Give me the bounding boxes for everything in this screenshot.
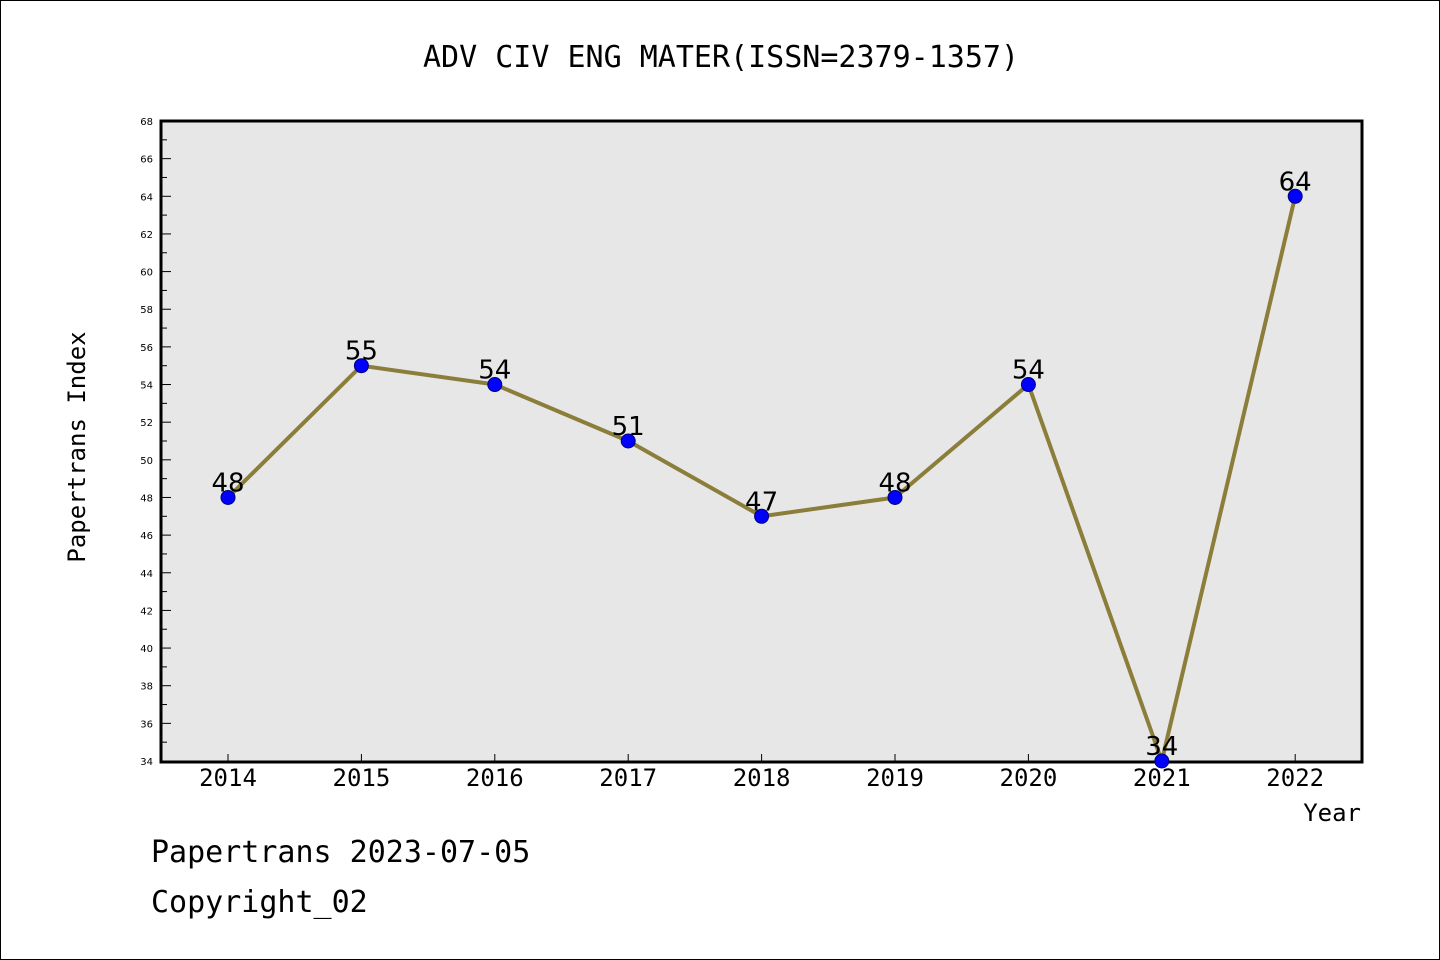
data-value-label: 51 [612, 412, 645, 442]
y-tick-label: 56 [140, 343, 153, 354]
y-tick-label: 52 [140, 418, 153, 429]
x-tick-label: 2019 [866, 764, 924, 792]
data-point-marker [1154, 753, 1170, 769]
data-value-label: 47 [745, 487, 778, 517]
data-value-label: 48 [878, 468, 911, 498]
y-tick-label: 60 [140, 268, 153, 279]
x-tick-label: 2020 [1000, 764, 1058, 792]
y-tick-label: 64 [140, 192, 153, 203]
x-tick-label: 2018 [733, 764, 791, 792]
data-labels: 48 55 54 51 47 48 54 34 64 [211, 167, 1311, 762]
y-tick-label: 58 [140, 305, 153, 316]
data-value-label: 54 [1012, 356, 1045, 386]
x-tick-label: 2017 [599, 764, 657, 792]
y-tick-label: 50 [140, 456, 153, 467]
y-tick-label: 54 [140, 381, 153, 392]
data-point-marker [487, 377, 503, 393]
data-point-marker [887, 489, 903, 505]
x-tick-label: 2015 [333, 764, 391, 792]
x-axis-title: Year [1303, 799, 1361, 827]
y-tick-label: 38 [140, 682, 153, 693]
x-tick-label: 2022 [1266, 764, 1324, 792]
y-tick-label: 62 [140, 230, 153, 241]
x-tick-label: 2016 [466, 764, 524, 792]
x-tick-label: 2021 [1133, 764, 1191, 792]
data-point-marker [1287, 188, 1303, 204]
data-value-label: 34 [1145, 732, 1178, 762]
footer-date-line: Papertrans 2023-07-05 [151, 835, 531, 870]
data-point-marker [353, 358, 369, 374]
x-axis-ticks: 2014 2015 2016 2017 2018 2019 2020 2021 2022 [199, 754, 1324, 792]
y-tick-label: 46 [140, 531, 153, 542]
data-point-marker [220, 489, 236, 505]
y-tick-label: 40 [140, 644, 153, 655]
data-point-marker [620, 433, 636, 449]
data-markers [220, 188, 1303, 769]
y-tick-label: 68 [140, 117, 153, 128]
data-value-label: 48 [211, 468, 244, 498]
chart-title: ADV CIV ENG MATER(ISSN=2379-1357) [423, 40, 1019, 75]
y-tick-label: 48 [140, 493, 153, 504]
y-axis-ticks: 34 36 38 40 42 44 46 48 50 52 54 56 58 60 62 64 66 68 [140, 117, 171, 768]
data-point-marker [754, 508, 770, 524]
x-tick-label: 2014 [199, 764, 257, 792]
data-value-label: 55 [345, 337, 378, 367]
y-tick-label: 34 [140, 757, 153, 768]
footer-copyright: Copyright_02 [151, 885, 368, 920]
y-tick-label: 66 [140, 155, 153, 166]
y-tick-label: 44 [140, 569, 153, 580]
plot-area [159, 119, 1364, 764]
y-axis-title: Papertrans Index [63, 331, 91, 562]
data-point-marker [1020, 377, 1036, 393]
data-value-label: 54 [478, 356, 511, 386]
y-tick-label: 36 [140, 719, 153, 730]
y-tick-label: 42 [140, 606, 153, 617]
data-value-label: 64 [1279, 167, 1312, 197]
